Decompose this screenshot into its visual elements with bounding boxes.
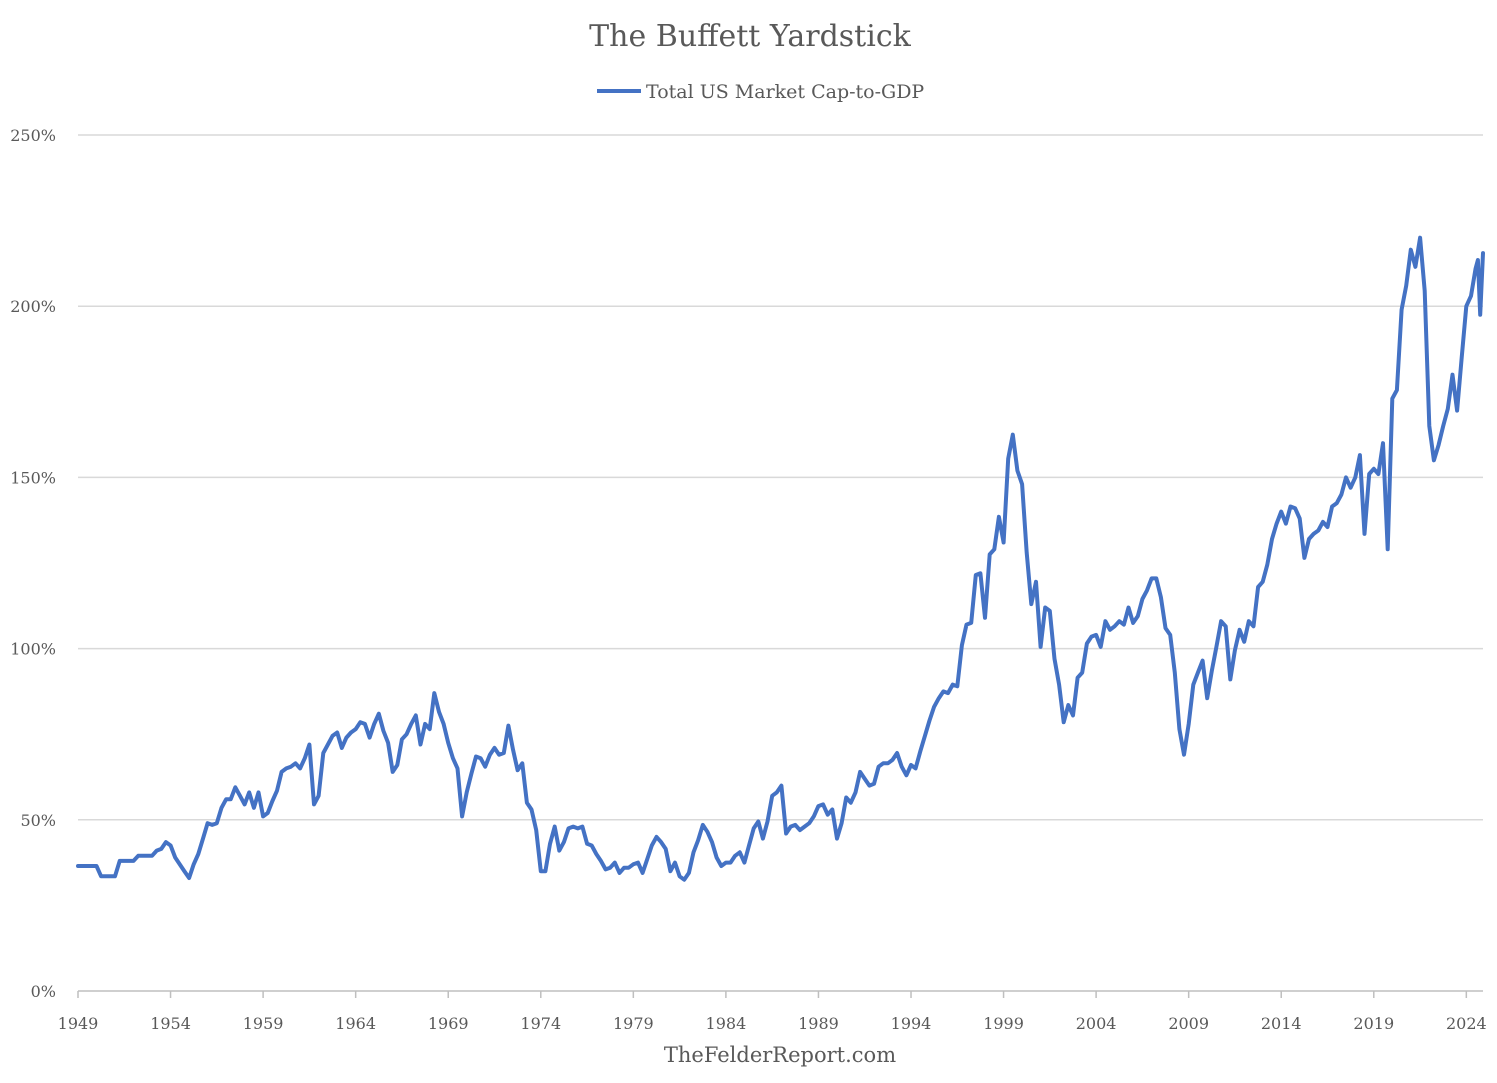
- y-tick-label: 250%: [10, 126, 56, 145]
- x-tick-label: 1969: [428, 1014, 469, 1033]
- x-tick-label: 2004: [1076, 1014, 1117, 1033]
- x-tick-label: 1964: [335, 1014, 376, 1033]
- x-tick-label: 1974: [520, 1014, 561, 1033]
- x-tick-label: 1979: [613, 1014, 654, 1033]
- y-tick-label: 100%: [10, 640, 56, 659]
- y-tick-label: 200%: [10, 297, 56, 316]
- y-tick-label: 150%: [10, 468, 56, 487]
- x-tick-label: 1959: [243, 1014, 284, 1033]
- y-axis-tick-labels: 0% 50% 100% 150% 200% 250%: [10, 126, 56, 1001]
- x-tick-label: 1999: [983, 1014, 1024, 1033]
- legend: Total US Market Cap-to-GDP: [597, 81, 924, 103]
- chart-title: The Buffett Yardstick: [589, 19, 911, 54]
- x-tick-label: 1989: [798, 1014, 839, 1033]
- series-line: [76, 235, 1485, 882]
- x-tick-label: 1954: [150, 1014, 191, 1033]
- x-tick-label: 2024: [1446, 1014, 1487, 1033]
- gridlines: [78, 134, 1483, 821]
- x-tick-label: 2019: [1353, 1014, 1394, 1033]
- series-lines: [76, 235, 1485, 882]
- x-tick-label: 1949: [58, 1014, 99, 1033]
- source-credit: TheFelderReport.com: [664, 1043, 896, 1067]
- x-tick-label: 1984: [706, 1014, 747, 1033]
- legend-label: Total US Market Cap-to-GDP: [646, 81, 924, 103]
- x-axis: 1949 1954 1959 1964 1969 1974 1979 1984 1989 1994…: [58, 990, 1487, 1033]
- y-tick-label: 0%: [31, 982, 56, 1001]
- x-tick-label: 1994: [891, 1014, 932, 1033]
- x-tick-label: 2009: [1168, 1014, 1209, 1033]
- x-tick-label: 2014: [1261, 1014, 1302, 1033]
- y-tick-label: 50%: [20, 811, 56, 830]
